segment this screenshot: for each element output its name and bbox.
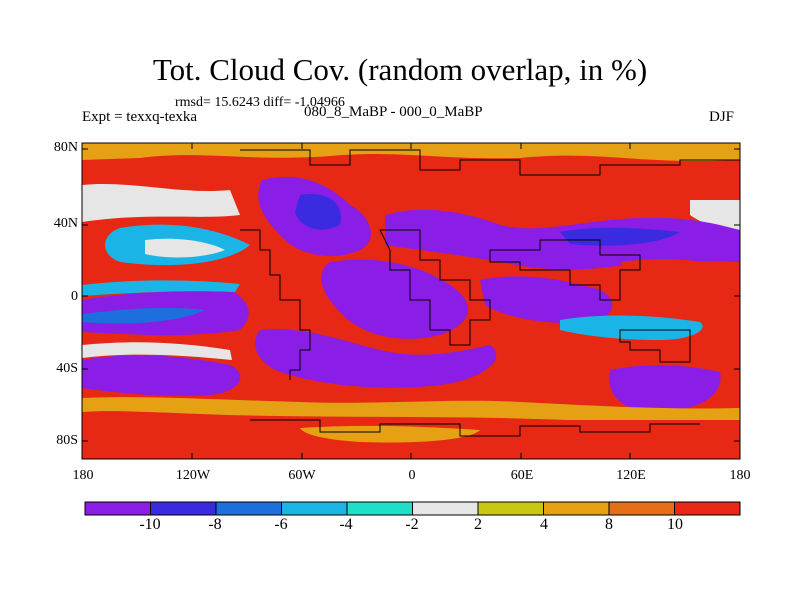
contour-band: [82, 342, 232, 360]
colorbar-label: -10: [139, 516, 161, 533]
coastline: [240, 229, 311, 380]
coastline: [489, 239, 641, 301]
coastline: [240, 149, 740, 176]
contour-band: [82, 280, 240, 296]
colorbar-swatch: [674, 501, 741, 516]
difference-label: 080_8_MaBP - 000_0_MaBP: [304, 104, 483, 120]
lon-label-60w: 60W: [288, 468, 316, 483]
colorbar-label: 8: [605, 516, 613, 533]
lon-label-120w: 120W: [175, 468, 211, 483]
colorbar: [84, 501, 741, 516]
lon-label-180e: 180: [729, 468, 751, 483]
colorbar-swatch: [150, 501, 217, 516]
lat-label-40s: 40S: [56, 361, 78, 376]
contour-band: [295, 194, 341, 230]
coastline: [379, 229, 491, 346]
colorbar-label: -4: [339, 516, 353, 533]
contour-band: [560, 315, 703, 340]
contour-band: [321, 259, 469, 339]
lon-ticks: [191, 143, 631, 459]
contour-band: [560, 227, 680, 246]
lon-label-60e: 60E: [510, 468, 534, 483]
contour-band: [620, 259, 740, 284]
lat-ticks: [82, 148, 740, 442]
rmsd-stats: rmsd= 15.6243 diff= -1.04966: [175, 95, 345, 110]
colorbar-label: -8: [208, 516, 222, 533]
lon-label-120e: 120E: [616, 468, 646, 483]
lat-label-80n: 80N: [53, 140, 78, 155]
colorbar-swatch: [412, 501, 479, 516]
lat-label-40n: 40N: [53, 216, 78, 231]
contour-band: [609, 365, 721, 412]
colorbar-label: 4: [540, 516, 548, 533]
colorbar-swatch: [84, 501, 151, 516]
plot-title: Tot. Cloud Cov. (random overlap, in %): [152, 52, 648, 87]
contour-band: [82, 355, 241, 396]
contour-band: [255, 329, 497, 388]
colorbar-swatch: [215, 501, 282, 516]
lon-label-180w: 180: [72, 468, 94, 483]
lon-label-0: 0: [408, 468, 416, 483]
colorbar-label: 2: [474, 516, 482, 533]
colorbar-swatch: [543, 501, 610, 516]
colorbar-swatch: [477, 501, 544, 516]
contour-band: [82, 183, 240, 222]
lat-label-80s: 80S: [56, 433, 78, 448]
colorbar-label: 10: [667, 516, 683, 533]
contour-band: [82, 143, 740, 162]
coastline: [250, 419, 700, 437]
contour-band: [82, 397, 740, 422]
contour-band: [300, 425, 480, 443]
contour-band: [145, 238, 225, 258]
colorbar-swatch: [608, 501, 675, 516]
season-label: DJF: [709, 109, 735, 125]
colorbar-label: -2: [405, 516, 419, 533]
contour-band: [690, 200, 740, 231]
contour-band: [480, 276, 613, 324]
experiment-label: Expt = texxq-texka: [82, 109, 198, 125]
lat-label-eq: 0: [71, 289, 78, 304]
contour-field: [82, 143, 740, 459]
coastline: [619, 329, 691, 363]
colorbar-swatch: [281, 501, 348, 516]
colorbar-swatch: [346, 501, 413, 516]
contour-band: [82, 307, 205, 324]
colorbar-label: -6: [274, 516, 288, 533]
